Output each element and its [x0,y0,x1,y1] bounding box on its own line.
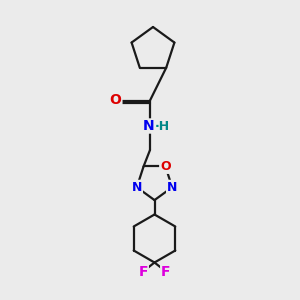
Text: ·H: ·H [155,119,170,133]
Text: N: N [132,181,142,194]
Text: F: F [138,265,148,278]
Text: O: O [110,94,122,107]
Text: F: F [161,265,171,278]
Text: O: O [160,160,171,173]
Text: N: N [167,181,177,194]
Text: N: N [143,119,154,133]
